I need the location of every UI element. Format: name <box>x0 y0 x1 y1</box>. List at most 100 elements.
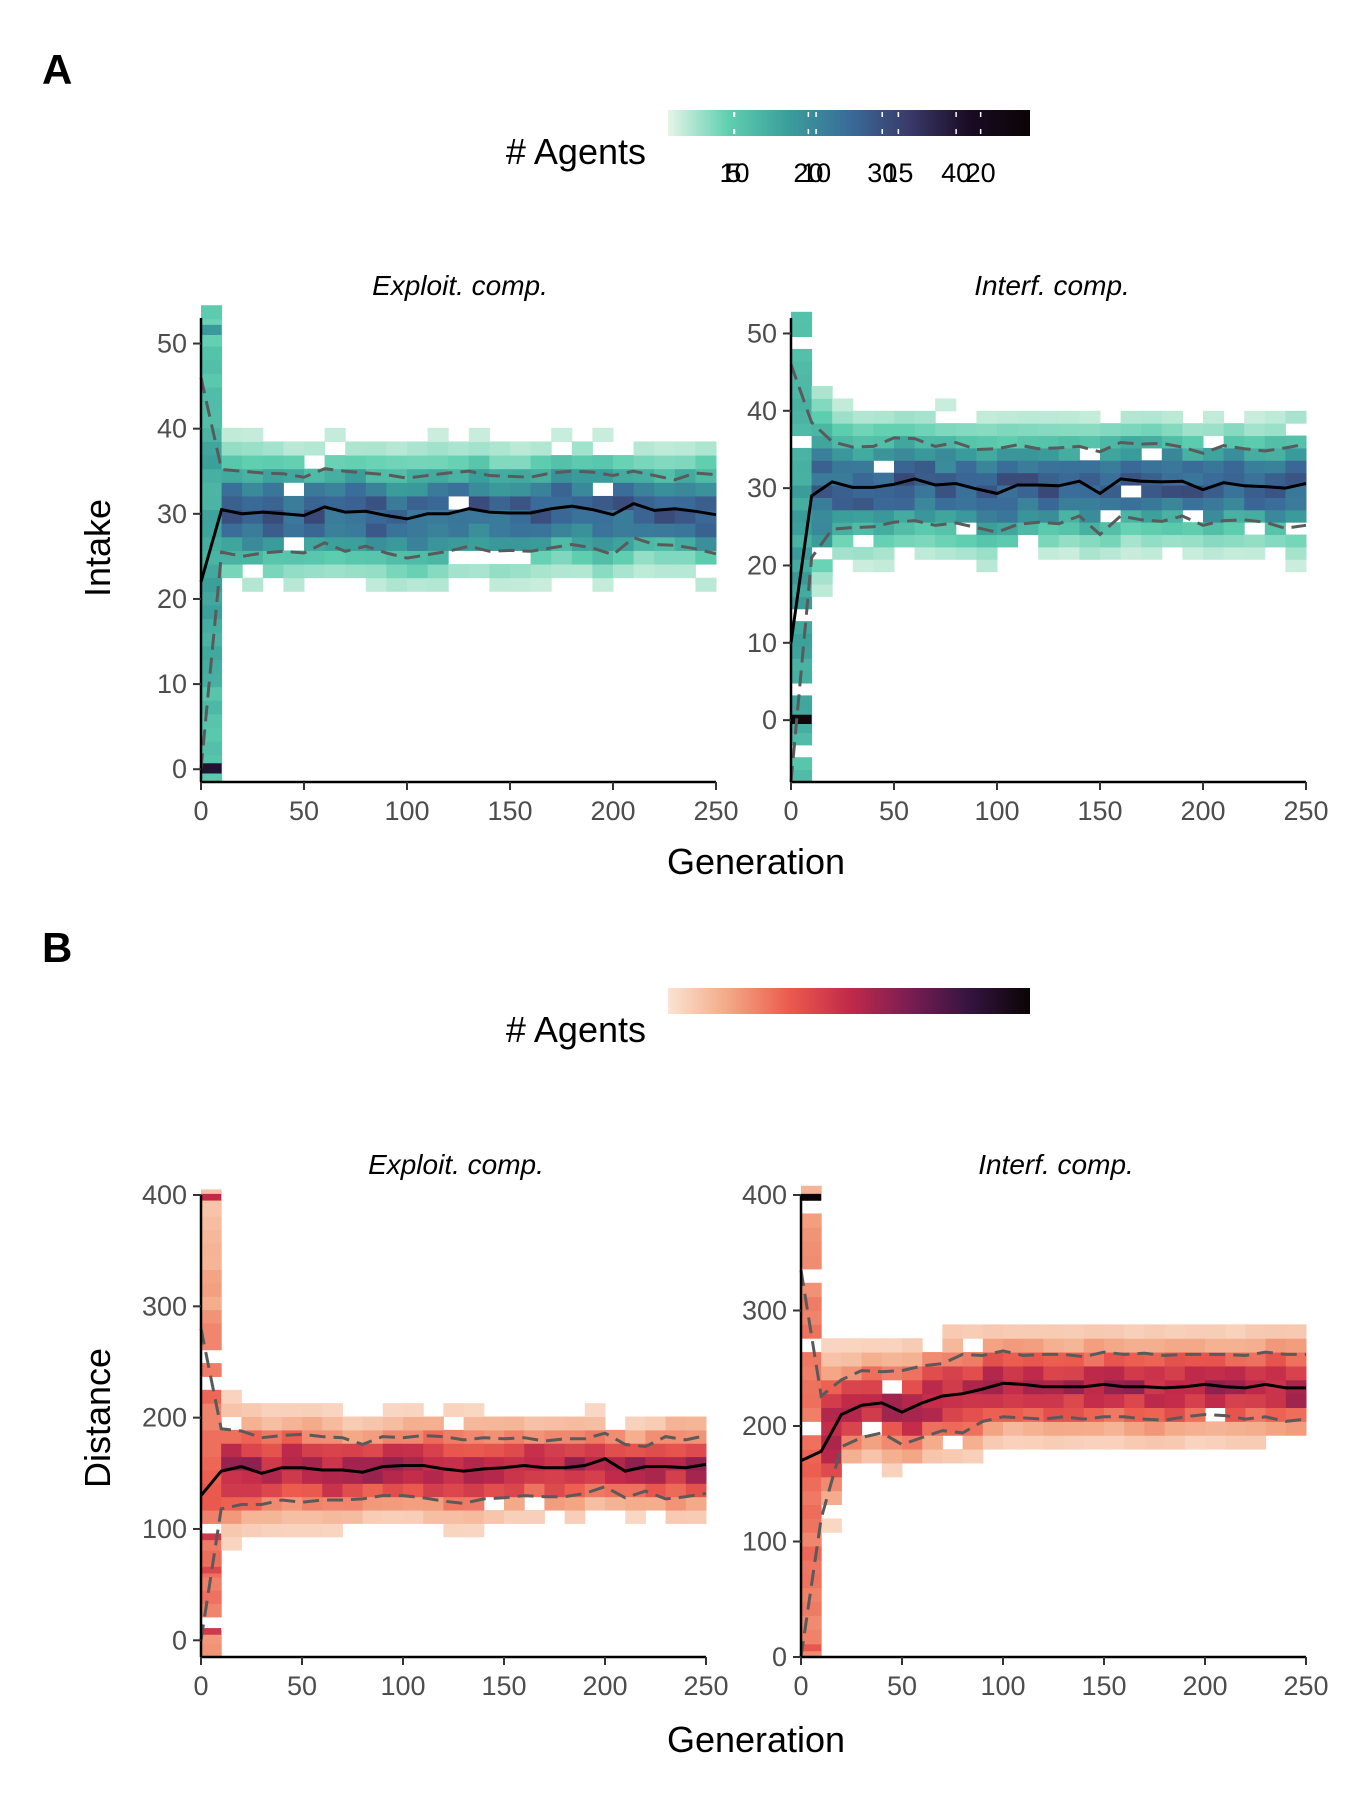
heatmap-cell <box>443 1469 465 1484</box>
heatmap-cell <box>1083 1324 1105 1339</box>
heatmap-cell <box>955 423 977 437</box>
x-tick-label: 150 <box>481 1671 526 1701</box>
heatmap-cell <box>463 1483 485 1498</box>
heatmap-cell <box>281 1403 303 1418</box>
heatmap-cell <box>674 441 696 456</box>
heatmap-cell <box>571 536 593 551</box>
heatmap-cell <box>1104 1393 1125 1409</box>
chart-distance-exploit: 0 50 100 150 200 250 0 100 200 300 400 <box>142 1180 729 1701</box>
heatmap-cell <box>1161 534 1183 548</box>
heatmap-cells <box>791 311 1307 783</box>
heatmap-cell <box>922 1407 943 1422</box>
heatmap-cell <box>861 1352 883 1367</box>
heatmap-cell <box>365 482 387 497</box>
heatmap-cell <box>695 495 717 511</box>
heatmap-cell <box>654 455 676 470</box>
heatmap-cell <box>832 509 854 523</box>
heatmap-cell <box>1058 460 1080 474</box>
y-axis-title-a: Intake <box>77 499 118 597</box>
heatmap-cell <box>530 495 552 511</box>
heatmap-cell <box>1023 1365 1044 1381</box>
heatmap-cell <box>914 497 936 511</box>
heatmap-cell <box>1017 410 1039 424</box>
heatmap-cell <box>881 1449 903 1464</box>
heatmap-cell <box>613 523 635 538</box>
heatmap-cell <box>962 1435 984 1450</box>
heatmap-cell <box>873 447 895 461</box>
heatmap-cell <box>976 534 998 548</box>
heatmap-cell <box>935 460 957 474</box>
heatmap-cell <box>685 1416 707 1431</box>
heatmap-cell <box>504 1483 525 1498</box>
heatmap-cell <box>201 400 223 415</box>
heatmap-cell <box>801 1255 822 1270</box>
heatmap-cell <box>914 410 936 424</box>
heatmap-cell <box>242 495 264 511</box>
generation-zero-bins <box>201 1193 222 1635</box>
heatmap-cell <box>801 1601 822 1616</box>
heatmap-cell <box>283 523 305 538</box>
x-tick-label: 250 <box>1283 1671 1328 1701</box>
heatmap-cell <box>221 482 243 497</box>
heatmap-cell <box>1104 1435 1125 1450</box>
heatmap-cell <box>1038 497 1060 511</box>
heatmap-cell <box>443 1456 465 1471</box>
heatmap-cell <box>894 410 916 424</box>
heatmap-cell <box>448 564 470 579</box>
heatmap-cell <box>821 1393 842 1409</box>
heatmap-cell <box>382 1456 404 1471</box>
heatmap-cell <box>1164 1393 1186 1409</box>
heatmap-cell <box>1079 546 1101 560</box>
heatmap-cell <box>1264 423 1286 437</box>
heatmap-cell <box>852 447 874 461</box>
heatmap-cell <box>811 472 833 486</box>
heatmap-cell <box>654 495 676 511</box>
heatmap-cell <box>791 447 813 461</box>
heatmap-cell <box>407 536 429 551</box>
heatmap-cell <box>997 460 1019 474</box>
heatmap-cell <box>201 673 223 688</box>
x-tick-label: 150 <box>487 796 532 826</box>
heatmap-cell <box>982 1324 1004 1339</box>
heatmap-cell <box>841 1449 863 1464</box>
heatmap-cell <box>1120 546 1142 560</box>
heatmap-cell <box>1203 460 1225 474</box>
heatmap-cell <box>342 1510 364 1524</box>
mean-line <box>199 1457 707 1497</box>
heatmap-cell <box>201 332 223 347</box>
y-tick-label: 50 <box>157 329 187 359</box>
heatmap-cell <box>504 1429 525 1444</box>
heatmap-cell <box>403 1510 424 1524</box>
heatmap-cell <box>791 348 813 362</box>
heatmap-cell <box>841 1352 863 1367</box>
heatmap-cell <box>914 509 936 523</box>
heatmap-cell <box>483 1416 505 1431</box>
heatmap-cell <box>674 455 696 470</box>
heatmap-cell <box>382 1403 404 1418</box>
legend-tick-label: 40 <box>941 158 971 188</box>
heatmap-cell <box>201 1282 222 1297</box>
heatmap-cell <box>791 361 813 375</box>
heatmap-cell <box>1265 1324 1287 1339</box>
x-tick-label: 250 <box>693 796 738 826</box>
legend-tick-label: 30 <box>867 158 897 188</box>
heatmap-cell <box>1017 447 1039 461</box>
heatmap-cell <box>403 1469 424 1484</box>
heatmap-cell <box>801 1546 822 1561</box>
heatmap-cell <box>1144 1421 1166 1436</box>
heatmap-cell <box>510 523 532 538</box>
y-tick-label: 0 <box>772 1642 787 1672</box>
heatmap-cell <box>427 564 449 579</box>
heatmap-cell <box>997 410 1019 424</box>
heatmap-cell <box>1225 1365 1246 1381</box>
heatmap-cell <box>1063 1393 1085 1409</box>
heatmap-cell <box>241 1403 263 1418</box>
heatmap-cell <box>1285 1365 1307 1381</box>
heatmap-cell <box>873 423 895 437</box>
legend-ticks-b: 5 10 15 20 <box>726 112 996 188</box>
x-tick-label: 100 <box>980 1671 1025 1701</box>
heatmap-cell <box>221 1443 242 1458</box>
legend-title-b: # Agents <box>506 1009 646 1050</box>
heatmap-cell <box>935 546 957 560</box>
heatmap-cell <box>1141 534 1163 548</box>
